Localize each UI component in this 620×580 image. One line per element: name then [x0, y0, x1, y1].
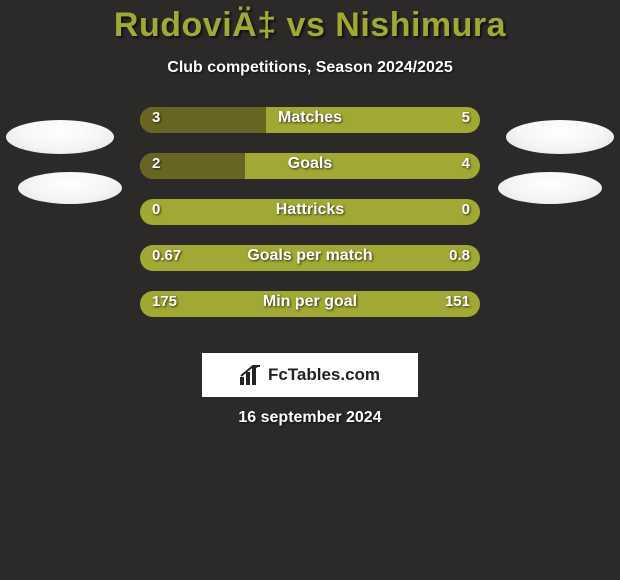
stat-value-right: 0.8 — [449, 247, 470, 264]
stat-label: Matches — [140, 109, 480, 127]
stat-label: Hattricks — [140, 201, 480, 219]
brand-badge: FcTables.com — [202, 353, 418, 397]
stat-value-right: 4 — [462, 155, 470, 172]
stat-value-right: 5 — [462, 109, 470, 126]
stat-row: 0 Hattricks 0 — [0, 199, 620, 245]
stat-label: Goals per match — [140, 247, 480, 265]
stat-label: Goals — [140, 155, 480, 173]
stat-value-right: 0 — [462, 201, 470, 218]
stat-value-right: 151 — [445, 293, 470, 310]
stat-label: Min per goal — [140, 293, 480, 311]
stat-row: 3 Matches 5 — [0, 107, 620, 153]
date-line: 16 september 2024 — [0, 409, 620, 427]
stats-container: 3 Matches 5 2 Goals 4 0 Hattricks 0 0.67… — [0, 107, 620, 337]
chart-icon — [240, 365, 262, 385]
brand-text: FcTables.com — [268, 365, 380, 385]
page-subtitle: Club competitions, Season 2024/2025 — [0, 59, 620, 77]
stat-row: 0.67 Goals per match 0.8 — [0, 245, 620, 291]
stat-row: 175 Min per goal 151 — [0, 291, 620, 337]
page-title: RudoviÄ‡ vs Nishimura — [0, 0, 620, 45]
stat-row: 2 Goals 4 — [0, 153, 620, 199]
